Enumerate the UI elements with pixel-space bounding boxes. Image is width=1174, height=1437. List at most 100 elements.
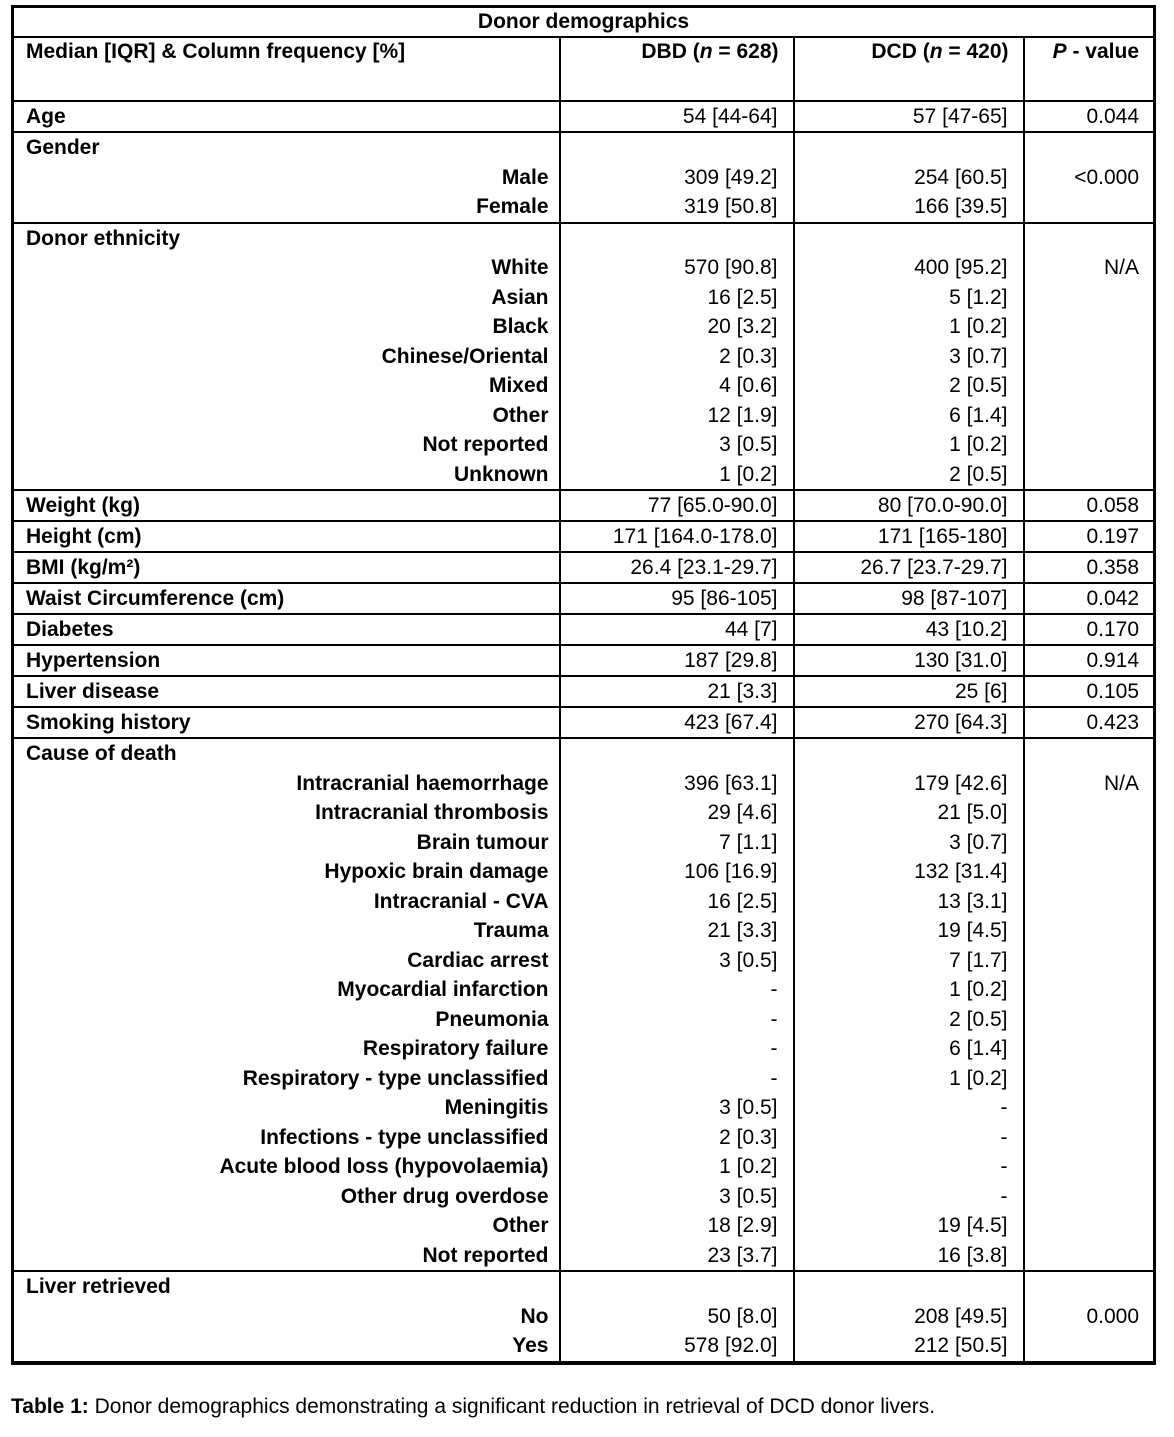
- dbd-value: 171 [164.0-178.0]: [558, 520, 795, 553]
- dcd-value: 400 [95.2]: [914, 256, 1008, 279]
- subrow-label-pneumonia: Pneumonia: [435, 1007, 549, 1031]
- subrow-label-brain-tumour: Brain tumour: [416, 830, 549, 854]
- dcd-value: 208 [49.5]: [914, 1304, 1008, 1328]
- row-label: Hypertension: [11, 644, 561, 677]
- dbd-value: 16 [2.5]: [707, 285, 778, 309]
- spacer: [1026, 740, 1153, 769]
- p-value: N/A: [1104, 771, 1140, 795]
- subrow-label-infections-type-unclassified: Infections - type unclassified: [260, 1125, 549, 1149]
- row-bmi-kg-m: BMI (kg/m²) 26.4 [23.1-29.7] 26.7 [23.7-29…: [11, 551, 1156, 584]
- spacer: [796, 134, 1022, 163]
- group-dbd-cell: 309 [49.2] 319 [50.8]: [558, 131, 795, 224]
- header-p-suffix: - value: [1066, 40, 1140, 63]
- row-liver-disease: Liver disease 21 [3.3] 25 [6] 0.105: [11, 675, 1156, 708]
- dcd-value: 7 [1.7]: [949, 948, 1008, 972]
- subrow-label-intracranial-cva: Intracranial - CVA: [373, 889, 549, 913]
- dbd-value: 7 [1.1]: [719, 830, 778, 854]
- group-cause-of-death: Cause of death Intracranial haemorrhage In…: [11, 737, 1156, 1272]
- subrow-label-asian: Asian: [491, 285, 549, 309]
- subrow-label-black: Black: [492, 315, 549, 338]
- header-dcd-suffix: = 420): [942, 40, 1009, 63]
- dbd-value: 396 [63.1]: [684, 771, 778, 795]
- spacer: [562, 740, 792, 769]
- spacer: [796, 740, 1022, 769]
- dcd-value: -: [1000, 1125, 1008, 1149]
- subrow-label-no: No: [520, 1304, 549, 1328]
- dbd-value: 21 [3.3]: [707, 919, 778, 942]
- group-p-cell: N/A: [1022, 737, 1156, 1272]
- spacer: [1026, 224, 1153, 253]
- group-liver-retrieved: Liver retrieved No Yes 50 [8.0] 578 [92.0] …: [11, 1270, 1156, 1364]
- dbd-value: 54 [44-64]: [558, 100, 795, 133]
- subrow-label-not-reported: Not reported: [422, 1243, 549, 1267]
- row-label: BMI (kg/m²): [11, 551, 561, 584]
- subrow-label-male: Male: [501, 165, 549, 189]
- p-value: 0.197: [1022, 520, 1156, 553]
- dbd-value: 26.4 [23.1-29.7]: [558, 551, 795, 584]
- row-weight-kg: Weight (kg) 77 [65.0-90.0] 80 [70.0-90.0] 0…: [11, 489, 1156, 522]
- spacer: [562, 1273, 792, 1302]
- dcd-value: 80 [70.0-90.0]: [792, 489, 1025, 522]
- header-dcd: DCD (n = 420): [792, 36, 1025, 102]
- table-title-row: Donor demographics: [11, 5, 1156, 38]
- group-dcd-cell: 400 [95.2] 5 [1.2] 1 [0.2] 3 [0.7] 2 [0.5] 6 …: [792, 221, 1025, 491]
- dcd-value: 3 [0.7]: [949, 830, 1008, 854]
- group-p-cell: 0.000: [1022, 1270, 1156, 1364]
- header-dbd-suffix: = 628): [712, 40, 779, 63]
- group-dbd-cell: 50 [8.0] 578 [92.0]: [558, 1270, 795, 1364]
- dcd-value: 166 [39.5]: [914, 195, 1008, 218]
- header-median-iqr: Median [IQR] & Column frequency [%]: [11, 36, 561, 102]
- p-value: 0.105: [1022, 675, 1156, 708]
- p-value: 0.358: [1022, 551, 1156, 584]
- p-value: 0.423: [1022, 706, 1156, 739]
- dcd-value: 270 [64.3]: [792, 706, 1025, 739]
- header-p-italic: P: [1052, 40, 1067, 63]
- dcd-value: 3 [0.7]: [949, 344, 1008, 368]
- dcd-value: -: [1000, 1184, 1008, 1208]
- row-age: Age 54 [44-64] 57 [47-65] 0.044: [11, 100, 1156, 133]
- dcd-value: 1 [0.2]: [949, 978, 1008, 1001]
- dcd-value: 1 [0.2]: [949, 433, 1008, 456]
- dbd-value: 95 [86-105]: [558, 582, 795, 615]
- dcd-value: 212 [50.5]: [914, 1334, 1008, 1357]
- subrow-label-yes: Yes: [512, 1334, 549, 1357]
- subrow-label-chinese-oriental: Chinese/Oriental: [381, 344, 549, 368]
- subrow-label-respiratory-failure: Respiratory failure: [362, 1037, 549, 1060]
- subrow-label-mixed: Mixed: [488, 374, 549, 397]
- dcd-value: 1 [0.2]: [949, 1066, 1008, 1090]
- dbd-value: 50 [8.0]: [707, 1304, 778, 1328]
- dbd-value: 319 [50.8]: [684, 195, 778, 218]
- dbd-value: 106 [16.9]: [684, 860, 778, 883]
- dbd-value: 3 [0.5]: [719, 433, 778, 456]
- subrow-label-not-reported: Not reported: [422, 433, 549, 456]
- header-dbd-n: n: [699, 40, 713, 63]
- spacer: [796, 1273, 1022, 1302]
- dcd-value: 132 [31.4]: [914, 860, 1008, 883]
- dcd-value: 25 [6]: [792, 675, 1025, 708]
- group-label: Gender: [26, 136, 100, 159]
- dcd-value: 19 [4.5]: [937, 919, 1008, 942]
- row-label: Weight (kg): [11, 489, 561, 522]
- p-value: 0.914: [1022, 644, 1156, 677]
- dcd-value: 1 [0.2]: [949, 315, 1008, 338]
- subrow-label-intracranial-haemorrhage: Intracranial haemorrhage: [296, 771, 549, 795]
- spacer: [1026, 134, 1153, 163]
- group-dcd-cell: 254 [60.5] 166 [39.5]: [792, 131, 1025, 224]
- dbd-value: 4 [0.6]: [719, 374, 778, 397]
- group-label-cell: Liver retrieved No Yes: [11, 1270, 561, 1364]
- dcd-value: -: [1000, 1155, 1008, 1178]
- dbd-value: 12 [1.9]: [707, 403, 778, 427]
- dbd-value: 20 [3.2]: [707, 315, 778, 338]
- dbd-value: 44 [7]: [558, 613, 795, 646]
- row-diabetes: Diabetes 44 [7] 43 [10.2] 0.170: [11, 613, 1156, 646]
- table-caption: Table 1: Donor demographics demonstratin…: [11, 1395, 1174, 1419]
- dbd-value: 1 [0.2]: [719, 1155, 778, 1178]
- group-dcd-cell: 179 [42.6] 21 [5.0] 3 [0.7] 132 [31.4] 13 [3…: [792, 737, 1025, 1272]
- group-label: Cause of death: [26, 742, 177, 765]
- row-hypertension: Hypertension 187 [29.8] 130 [31.0] 0.914: [11, 644, 1156, 677]
- dcd-value: 179 [42.6]: [914, 771, 1008, 795]
- subrow-label-cardiac-arrest: Cardiac arrest: [407, 948, 549, 972]
- dcd-value: 26.7 [23.7-29.7]: [792, 551, 1025, 584]
- group-donor-ethnicity: Donor ethnicity White Asian Black Chinese/Or…: [11, 221, 1156, 491]
- dcd-value: 130 [31.0]: [792, 644, 1025, 677]
